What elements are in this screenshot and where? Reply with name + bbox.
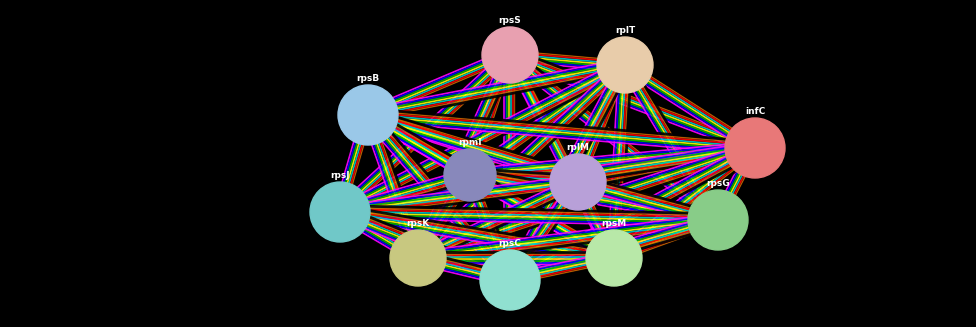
- Text: infC: infC: [745, 107, 765, 116]
- Text: rpsS: rpsS: [499, 16, 521, 25]
- Circle shape: [688, 190, 748, 250]
- Circle shape: [310, 182, 370, 242]
- Text: rpsJ: rpsJ: [330, 171, 349, 180]
- Circle shape: [586, 230, 642, 286]
- Text: rpsK: rpsK: [406, 219, 429, 228]
- Text: rpsB: rpsB: [356, 74, 380, 83]
- Text: rpsC: rpsC: [499, 239, 521, 248]
- Circle shape: [550, 154, 606, 210]
- Circle shape: [480, 250, 540, 310]
- Circle shape: [482, 27, 538, 83]
- Circle shape: [338, 85, 398, 145]
- Text: rplM: rplM: [566, 143, 590, 152]
- Circle shape: [444, 149, 496, 201]
- Circle shape: [725, 118, 785, 178]
- Circle shape: [390, 230, 446, 286]
- Text: rpsG: rpsG: [707, 179, 730, 188]
- Circle shape: [597, 37, 653, 93]
- Text: rplT: rplT: [615, 26, 635, 35]
- Text: rpmI: rpmI: [458, 138, 482, 147]
- Text: rpsM: rpsM: [601, 219, 627, 228]
